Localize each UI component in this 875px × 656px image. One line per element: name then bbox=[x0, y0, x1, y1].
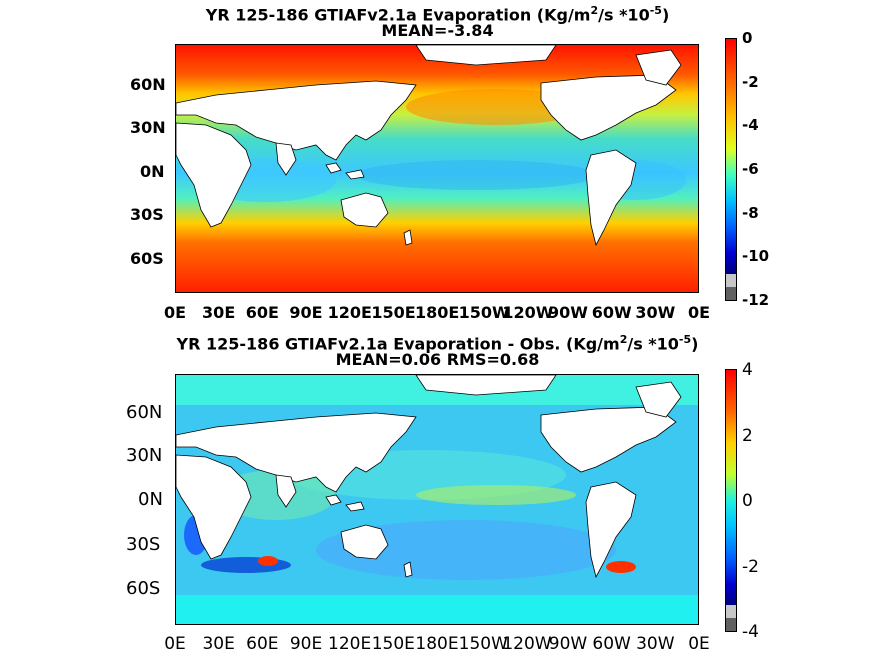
x-tick: 150W bbox=[458, 634, 508, 654]
y-tick: 30S bbox=[126, 534, 161, 555]
x-tick: 90E bbox=[289, 303, 323, 322]
colorbar-tick: 2 bbox=[742, 425, 753, 446]
x-tick: 0E bbox=[164, 634, 186, 654]
colorbar-tick: -2 bbox=[742, 556, 759, 577]
y-tick: 60S bbox=[130, 249, 164, 268]
x-tick: 90W bbox=[548, 634, 588, 654]
x-tick: 180E bbox=[415, 303, 460, 322]
y-tick: 60S bbox=[126, 578, 161, 599]
x-tick: 120E bbox=[327, 303, 372, 322]
evaporation-map bbox=[175, 44, 699, 293]
colorbar-tick: 4 bbox=[742, 360, 753, 380]
x-tick: 150W bbox=[458, 303, 510, 322]
x-tick: 0E bbox=[688, 634, 710, 654]
colorbar-tick: -10 bbox=[742, 247, 770, 266]
x-tick: 120E bbox=[328, 634, 372, 654]
x-tick: 90E bbox=[289, 634, 323, 654]
colorbar-tick: -2 bbox=[742, 72, 759, 91]
x-tick: 30W bbox=[636, 634, 675, 654]
y-tick: 0N bbox=[140, 162, 165, 181]
x-tick: 30E bbox=[202, 634, 235, 654]
evaporation-field bbox=[176, 45, 698, 292]
colorbar-tick: -6 bbox=[742, 160, 759, 178]
difference-map bbox=[175, 374, 699, 625]
chart-title-2: YR 125-186 GTIAFv2.1a Evaporation - Obs.… bbox=[176, 333, 699, 354]
y-tick: 30S bbox=[130, 205, 164, 224]
x-tick: 60W bbox=[591, 303, 632, 322]
y-tick: 30N bbox=[126, 445, 163, 466]
chart-title-1: YR 125-186 GTIAFv2.1a Evaporation (Kg/m2… bbox=[205, 4, 670, 25]
x-tick: 30W bbox=[635, 303, 676, 322]
chart-subtitle-1: MEAN=-3.84 bbox=[381, 21, 494, 40]
colorbar-gradient-1 bbox=[726, 39, 736, 300]
y-tick: 60N bbox=[130, 75, 166, 94]
y-tick: 30N bbox=[130, 118, 166, 137]
colorbar-gradient-2 bbox=[726, 370, 736, 631]
x-tick: 0E bbox=[163, 303, 187, 322]
x-tick: 60W bbox=[592, 634, 631, 654]
colorbar-2 bbox=[725, 369, 737, 632]
y-tick: 60N bbox=[126, 402, 163, 423]
x-tick: 60E bbox=[245, 303, 279, 322]
x-tick: 60E bbox=[246, 634, 279, 654]
colorbar-tick: -4 bbox=[742, 622, 759, 642]
y-tick: 0N bbox=[138, 489, 163, 510]
colorbar-tick: -8 bbox=[742, 203, 759, 222]
x-tick: 0E bbox=[687, 303, 711, 322]
difference-field bbox=[176, 375, 698, 624]
x-tick: 180E bbox=[415, 634, 459, 654]
x-tick: 90W bbox=[548, 303, 588, 322]
x-tick: 150E bbox=[371, 303, 416, 322]
x-tick: 30E bbox=[202, 303, 236, 322]
chart-subtitle-2: MEAN=0.06 RMS=0.68 bbox=[335, 350, 540, 369]
colorbar-tick: -12 bbox=[742, 291, 770, 309]
x-tick: 150E bbox=[371, 634, 415, 654]
colorbar-tick: 0 bbox=[742, 29, 753, 47]
colorbar-tick: 0 bbox=[742, 491, 753, 511]
x-tick: 120W bbox=[502, 303, 554, 322]
x-tick: 120W bbox=[502, 634, 552, 654]
colorbar-1 bbox=[725, 38, 737, 301]
colorbar-tick: -4 bbox=[742, 116, 759, 135]
